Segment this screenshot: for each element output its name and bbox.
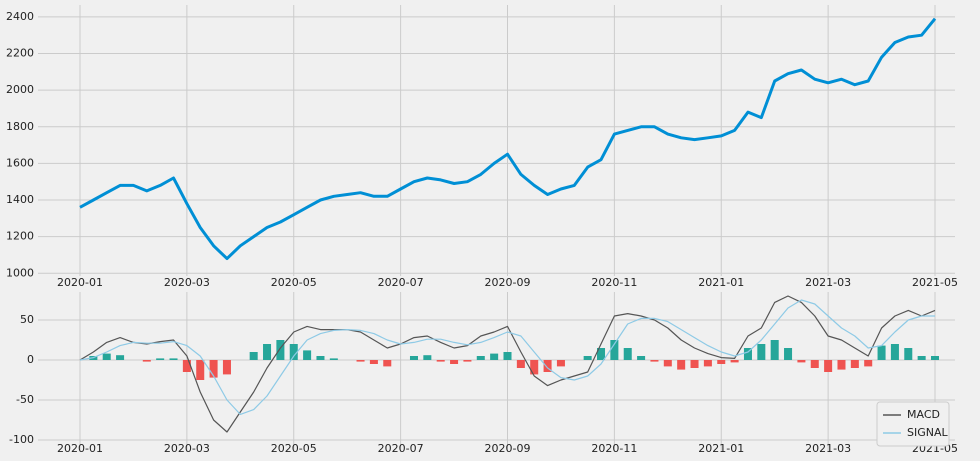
y-tick-label: 1800 — [6, 120, 34, 133]
histogram-bar — [423, 355, 432, 360]
histogram-bar — [503, 352, 512, 360]
histogram-bar — [303, 350, 312, 360]
histogram-bar — [142, 360, 151, 362]
histogram-bar — [436, 360, 445, 362]
histogram-bar — [770, 340, 779, 360]
y-tick-label: 50 — [20, 313, 34, 326]
histogram-bar — [276, 340, 285, 360]
histogram-bar — [543, 360, 552, 372]
histogram-bar — [463, 360, 472, 362]
legend-label: SIGNAL — [907, 426, 949, 439]
histogram-bar — [222, 360, 231, 375]
x-tick-label: 2021-01 — [698, 442, 744, 455]
histogram-bar — [877, 345, 886, 360]
x-tick-label: 2021-05 — [912, 276, 958, 289]
x-tick-label: 2020-09 — [485, 276, 531, 289]
x-tick-label: 2020-03 — [164, 276, 210, 289]
histogram-bar — [116, 355, 125, 360]
y-tick-label: 1200 — [6, 230, 34, 243]
histogram-bar — [610, 340, 619, 360]
histogram-bar — [169, 358, 178, 360]
histogram-bar — [209, 360, 218, 378]
legend-label: MACD — [907, 408, 940, 421]
y-tick-label: 1600 — [6, 156, 34, 169]
histogram-bar — [316, 356, 325, 360]
y-tick-label: -50 — [16, 393, 34, 406]
histogram-bar — [583, 356, 592, 360]
histogram-bar — [263, 344, 272, 360]
histogram-bar — [369, 360, 378, 364]
histogram-bar — [703, 360, 712, 367]
y-tick-label: 2000 — [6, 83, 34, 96]
histogram-bar — [490, 353, 499, 360]
histogram-bar — [864, 360, 873, 367]
histogram-bar — [329, 358, 338, 360]
legend: MACD SIGNAL — [876, 401, 950, 447]
histogram-bar — [450, 360, 459, 364]
histogram-bar — [289, 344, 298, 360]
histogram-bar — [677, 360, 686, 370]
y-tick-label: 1000 — [6, 266, 34, 279]
histogram-bar — [156, 358, 165, 360]
y-tick-label: 0 — [27, 353, 34, 366]
y-tick-label: 2400 — [6, 10, 34, 23]
x-tick-label: 2020-01 — [57, 276, 103, 289]
histogram-bar — [650, 360, 659, 362]
histogram-bar — [730, 360, 739, 363]
histogram-bar — [556, 360, 565, 367]
x-tick-label: 2020-09 — [485, 442, 531, 455]
x-tick-label: 2020-05 — [271, 442, 317, 455]
histogram-bar — [383, 360, 392, 367]
y-tick-label: 2200 — [6, 47, 34, 60]
y-tick-label: -100 — [9, 433, 34, 446]
histogram-bar — [850, 360, 859, 368]
x-tick-label: 2020-11 — [591, 276, 637, 289]
series-line — [79, 17, 937, 261]
histogram-bar — [356, 360, 365, 362]
histogram-bar — [890, 344, 899, 360]
histogram-bar — [784, 348, 793, 360]
histogram-bar — [757, 344, 766, 360]
x-tick-label: 2021-03 — [805, 442, 851, 455]
histogram-bar — [249, 352, 258, 360]
histogram-bar — [810, 360, 819, 368]
x-tick-label: 2020-01 — [57, 442, 103, 455]
histogram-bar — [930, 356, 940, 360]
histogram-bar — [409, 356, 418, 360]
histogram-bar — [637, 356, 646, 360]
histogram-bar — [824, 360, 833, 372]
histogram-bar — [904, 348, 913, 360]
y-tick-label: 1400 — [6, 193, 34, 206]
histogram-bar — [743, 348, 752, 360]
series-line — [79, 295, 936, 433]
histogram-bar — [623, 348, 632, 360]
histogram-bar — [102, 353, 111, 360]
x-tick-label: 2020-07 — [378, 276, 424, 289]
series-line — [79, 299, 935, 415]
histogram-bar — [530, 360, 539, 375]
histogram-bar — [663, 360, 672, 367]
histogram-bar — [917, 356, 926, 360]
histogram-bar — [837, 360, 846, 370]
x-tick-label: 2020-07 — [378, 442, 424, 455]
histogram-bar — [597, 348, 606, 360]
x-tick-label: 2020-03 — [164, 442, 210, 455]
x-tick-label: 2020-05 — [271, 276, 317, 289]
histogram-bar — [476, 356, 485, 360]
x-tick-label: 2021-01 — [698, 276, 744, 289]
histogram-bar — [182, 360, 191, 372]
histogram-bar — [717, 360, 726, 364]
x-tick-label: 2020-11 — [591, 442, 637, 455]
x-tick-label: 2021-03 — [805, 276, 851, 289]
histogram-bar — [516, 360, 525, 368]
histogram-bar — [797, 360, 806, 363]
histogram-bar — [196, 360, 205, 380]
histogram-bar — [690, 360, 699, 368]
legend-box — [876, 401, 950, 447]
